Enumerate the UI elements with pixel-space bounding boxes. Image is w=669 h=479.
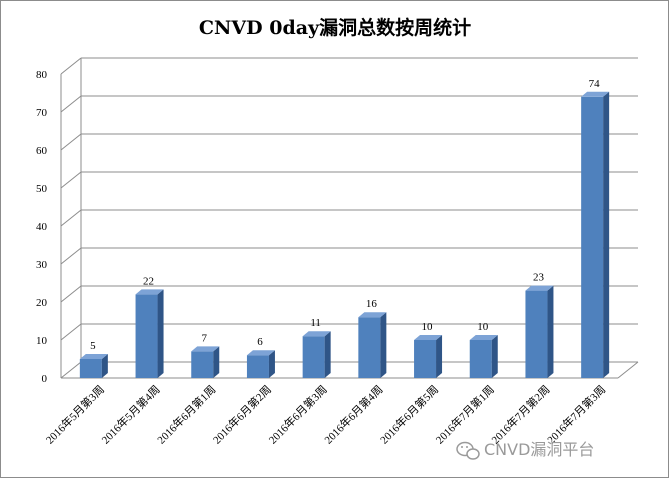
gridline-depth <box>60 171 82 189</box>
category-label: 2016年5月第4周 <box>98 382 162 446</box>
bar-side <box>157 289 164 378</box>
bar-top <box>79 354 108 359</box>
y-tick-label: 40 <box>36 221 48 233</box>
value-label: 16 <box>366 298 378 310</box>
value-labels: 5 22 7 6 11 16 10 10 23 74 <box>90 78 600 352</box>
value-label: 7 <box>202 332 208 344</box>
gridline-depth <box>60 323 82 341</box>
watermark-text: CNVD漏洞平台 <box>484 440 594 459</box>
chart-title: CNVD 0day漏洞总数按周统计 <box>199 16 471 39</box>
y-tick-label: 80 <box>36 69 48 81</box>
category-label: 2016年5月第3周 <box>43 382 107 446</box>
y-tick-label: 70 <box>36 107 48 119</box>
gridline-depth <box>60 95 82 113</box>
bar-front <box>246 355 269 378</box>
bar <box>358 312 387 378</box>
value-label: 10 <box>477 321 489 333</box>
bar-side <box>101 354 108 378</box>
wechat-icon <box>456 441 480 460</box>
value-label: 74 <box>589 78 601 90</box>
bar-front <box>79 359 102 378</box>
bar-side <box>324 331 331 378</box>
y-tick-label: 50 <box>36 183 48 195</box>
y-tick-label: 10 <box>36 335 48 347</box>
bar-side <box>603 91 610 379</box>
bar-front <box>469 340 492 378</box>
bar <box>246 350 275 378</box>
bar <box>525 285 554 378</box>
bar-side <box>380 312 387 378</box>
bar <box>414 335 443 378</box>
bar-top <box>246 350 275 356</box>
bar <box>302 331 331 378</box>
value-label: 5 <box>90 340 96 352</box>
bar-front <box>358 317 381 378</box>
floor-right-edge <box>617 361 639 379</box>
bar-front <box>135 294 158 378</box>
gridline-depth <box>60 285 82 303</box>
bar-side <box>491 335 498 378</box>
bar-front <box>414 340 437 378</box>
bar-top <box>525 285 554 291</box>
value-label: 11 <box>310 317 321 329</box>
y-tick-label: 20 <box>36 297 48 309</box>
bar <box>135 289 164 378</box>
bar <box>469 335 498 378</box>
y-tick-label: 0 <box>42 373 48 385</box>
bar-top <box>581 91 610 97</box>
bar-front <box>302 336 325 378</box>
bar-top <box>302 331 331 337</box>
category-label: 2016年6月第4周 <box>321 382 385 446</box>
bar <box>581 91 610 379</box>
bar-side <box>268 350 275 378</box>
y-tick-labels: 0 10 20 30 40 50 60 70 80 <box>36 69 48 385</box>
bar <box>191 346 220 378</box>
category-label: 2016年7月第1周 <box>433 382 497 446</box>
gridline-depth <box>60 57 82 75</box>
category-label: 2016年6月第5周 <box>377 382 441 446</box>
bar-top <box>414 335 443 340</box>
bar-top <box>469 335 498 340</box>
value-label: 23 <box>533 272 545 284</box>
value-label: 6 <box>257 336 263 348</box>
gridline-depth <box>60 209 82 227</box>
category-label: 2016年7月第3周 <box>544 382 608 446</box>
bar-top <box>358 312 387 318</box>
bars-group <box>79 91 610 379</box>
category-label: 2016年6月第3周 <box>265 382 329 446</box>
y-tick-label: 60 <box>36 145 48 157</box>
category-labels: 2016年5月第3周2016年5月第4周2016年6月第1周2016年6月第2周… <box>43 382 609 446</box>
bar-side <box>547 285 554 378</box>
value-label: 22 <box>143 275 154 287</box>
gridline-depth <box>60 133 82 151</box>
gridline-depth <box>60 247 82 265</box>
bar-front <box>581 96 604 379</box>
bar-top <box>191 346 220 352</box>
category-label: 2016年6月第1周 <box>154 382 218 446</box>
watermark: CNVD漏洞平台 <box>456 440 594 460</box>
bar-side <box>436 335 443 378</box>
bar-front <box>191 351 214 378</box>
y-tick-label: 30 <box>36 259 48 271</box>
bar-top <box>135 289 164 295</box>
value-label: 10 <box>422 321 434 333</box>
bar-front <box>525 290 548 378</box>
bar-side <box>213 346 220 378</box>
gridline-depth <box>60 361 82 379</box>
category-label: 2016年6月第2周 <box>210 382 274 446</box>
bar <box>79 354 108 378</box>
category-label: 2016年7月第2周 <box>488 382 552 446</box>
